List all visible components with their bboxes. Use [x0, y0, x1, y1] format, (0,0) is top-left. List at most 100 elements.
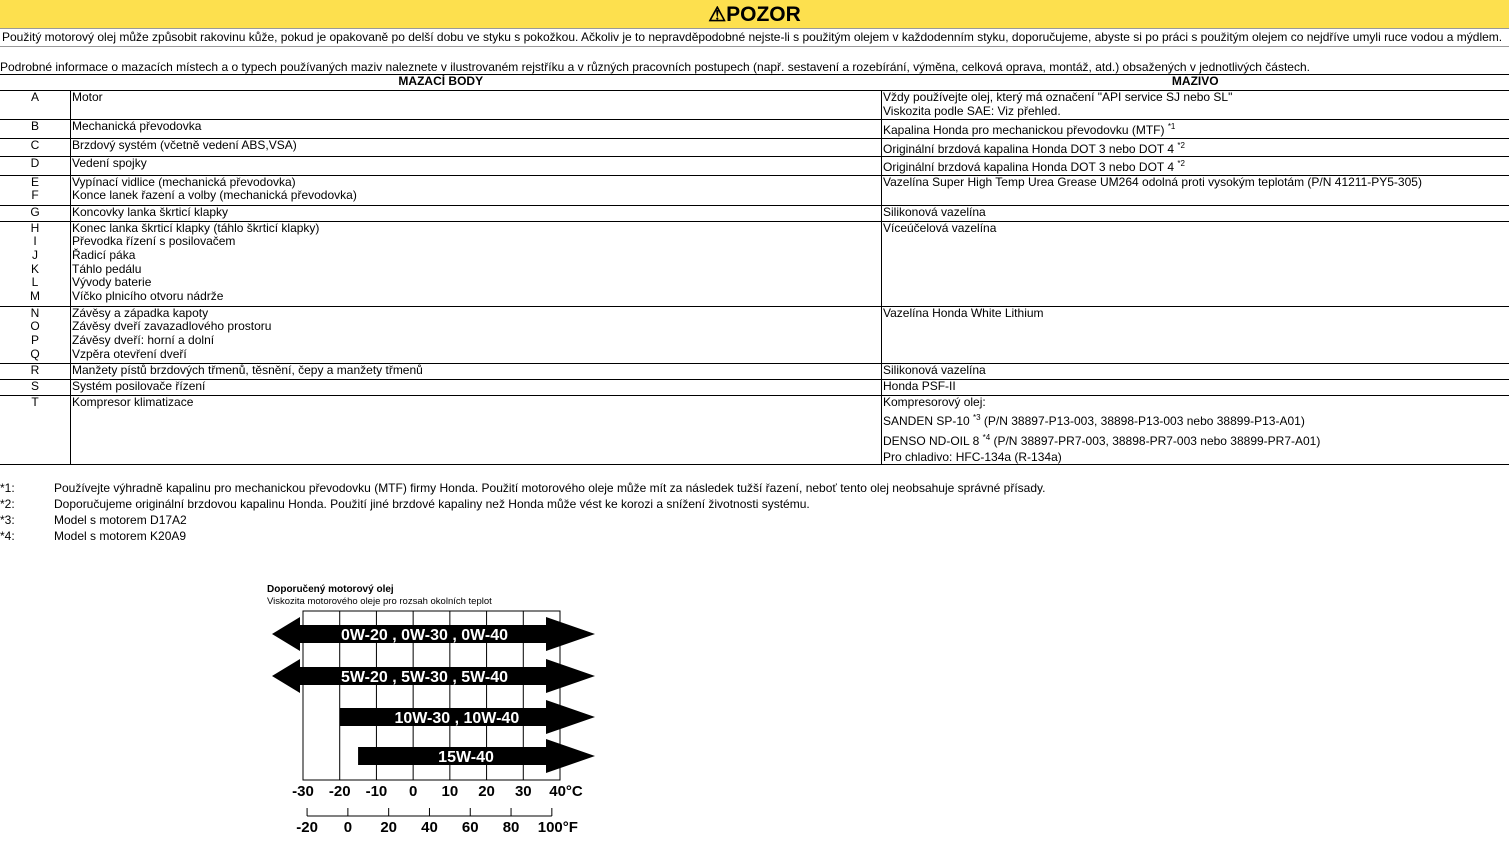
lubrication-point: Vývody baterie [72, 275, 152, 290]
chart-subtitle: Viskozita motorového oleje pro rozsah ok… [267, 596, 492, 607]
footnote: *4: Model s motorem K20A9 [0, 528, 1045, 544]
row-points: Konec lanka škrticí klapky (táhlo škrtic… [70, 221, 882, 307]
row-codes: R [0, 362, 71, 380]
lubrication-point: Vzpěra otevření dveří [72, 346, 187, 361]
header-lubricant: MAZIVO [881, 74, 1509, 91]
lubricant-text: SANDEN SP-10 [883, 414, 974, 429]
fahrenheit-tick-label: 40 [421, 819, 438, 836]
lubricant-text: Viskozita podle SAE: Viz přehled. [883, 103, 1061, 118]
celsius-tick-label: -30 [292, 783, 314, 800]
row-lubricant: Originální brzdová kapalina Honda DOT 3 … [881, 138, 1509, 158]
intro-text: Podrobné informace o mazacích místech a … [0, 60, 1310, 74]
lubrication-point: Převodka řízení s posilovačem [72, 234, 236, 249]
lubricant-text: Vazelína Honda White Lithium [883, 305, 1044, 320]
row-lubricant: Kompresorový olej: SANDEN SP-10 *3 (P/N 3… [881, 395, 1509, 466]
footnote-text: Model s motorem K20A9 [54, 529, 187, 543]
lubrication-point: Manžety pístů brzdových třmenů, těsnění,… [72, 362, 423, 377]
footnote-ref: *4 [982, 432, 991, 442]
table-row: G Koncovky lanka škrticí klapky Silikonová… [0, 204, 1509, 222]
row-points: Brzdový systém (včetně vedení ABS,VSA) [70, 138, 882, 158]
lubrication-table: MAZACÍ BODY MAZIVO A Motor Vždy používejte… [0, 74, 1509, 466]
lubricant-text: Vždy používejte olej, který má označení … [883, 90, 1233, 104]
banner-title: POZOR [726, 3, 801, 26]
lubricant-line: DENSO ND-OIL 8 *4 (P/N 38897-PR7-003, 38… [883, 431, 1508, 449]
lubricant-text: Silikonová vazelína [883, 362, 986, 377]
code: T [31, 394, 39, 409]
code: D [30, 156, 40, 171]
fahrenheit-tick-label: -20 [296, 819, 318, 836]
footnote-text: Používejte výhradně kapalinu pro mechani… [54, 481, 1046, 495]
lubricant-line: Kapalina Honda pro mechanickou převodovk… [883, 120, 1508, 138]
lubricant-line: Originální brzdová kapalina Honda DOT 3 … [883, 139, 1508, 157]
lubricant-text: DENSO ND-OIL 8 [883, 433, 983, 448]
code: E [30, 174, 39, 189]
code: L [31, 275, 39, 290]
row-points: Mechanická převodovka [70, 119, 882, 139]
row-points: Závěsy a západka kapoty Závěsy dveří zava… [70, 305, 882, 364]
row-codes: T [0, 394, 71, 466]
footnote-mark: *4: [0, 529, 15, 543]
row-lubricant: Honda PSF-II [881, 379, 1509, 396]
lubricant-text: Víceúčelová vazelína [883, 220, 997, 235]
table-row: E F Vypínací vidlice (mechanická převodovk… [0, 174, 1509, 206]
row-points: Vypínací vidlice (mechanická převodovka)… [70, 174, 882, 206]
footnote-ref: *1 [1167, 122, 1176, 131]
footnote-text: Doporučujeme originální brzdovou kapalin… [54, 497, 810, 511]
table-row: S Systém posilovače řízení Honda PSF-II [0, 378, 1509, 396]
table-row: R Manžety pístů brzdových třmenů, těsnění… [0, 362, 1509, 380]
footnote: *2: Doporučujeme originální brzdovou kapa… [0, 496, 1045, 512]
lubricant-line: Honda PSF-II [883, 379, 1508, 394]
warning-text: Použitý motorový olej může způsobit rako… [0, 29, 1509, 47]
code: Q [30, 346, 40, 361]
header-points: MAZACÍ BODY [0, 74, 882, 91]
oil-grade-label: 0W-20 , 0W-30 , 0W-40 [341, 627, 508, 644]
lubricant-text: Originální brzdová kapalina Honda DOT 3 … [883, 160, 1178, 175]
code: I [33, 234, 37, 249]
lubrication-point: Vypínací vidlice (mechanická převodovka) [72, 174, 296, 189]
lubrication-point: Víčko plnicího otvoru nádrže [72, 288, 224, 303]
code: N [30, 305, 40, 320]
oil-range-arrow [272, 617, 595, 651]
code: K [30, 261, 39, 276]
code: S [30, 378, 39, 393]
warning-banner: ⚠POZOR [0, 0, 1509, 29]
row-lubricant: Víceúčelová vazelína [881, 220, 1509, 307]
row-points: Koncovky lanka škrticí klapky [70, 205, 882, 222]
code: R [30, 362, 40, 377]
code: M [30, 288, 40, 303]
row-codes: A [0, 90, 71, 120]
lubricant-line: Silikonová vazelína [883, 205, 1508, 220]
oil-grade-label: 5W-20 , 5W-30 , 5W-40 [341, 669, 508, 686]
row-points: Vedení spojky [70, 157, 882, 176]
lubricant-text: (P/N 38897-PR7-003, 38898-PR7-003 nebo 3… [990, 433, 1321, 448]
lubricant-line: Kompresorový olej: [883, 395, 1508, 410]
celsius-tick-label: 30 [515, 783, 532, 800]
row-points: Systém posilovače řízení [70, 379, 882, 396]
code: P [30, 332, 39, 347]
lubricant-line: Pro chladivo: HFC-134a (R-134a) [883, 450, 1508, 465]
oil-range-arrow [358, 739, 595, 773]
row-lubricant: Originální brzdová kapalina Honda DOT 3 … [881, 156, 1509, 176]
lubricant-line: Vždy používejte olej, který má označení … [883, 90, 1508, 105]
row-lubricant: Vždy používejte olej, který má označení … [881, 90, 1509, 120]
row-codes: S [0, 378, 71, 396]
lubrication-point: Závěsy dveří zavazadlového prostoru [72, 319, 272, 334]
code: G [30, 204, 40, 219]
lubrication-point: Závěsy dveří: horní a dolní [72, 332, 215, 347]
oil-grade-label: 15W-40 [438, 749, 494, 766]
fahrenheit-tick-label: 20 [380, 819, 397, 836]
code: A [30, 90, 39, 104]
lubrication-point: Závěsy a západka kapoty [72, 305, 209, 320]
code: O [30, 319, 40, 334]
row-codes: B [0, 119, 71, 139]
footnote-ref: *2 [1177, 140, 1185, 150]
row-lubricant: Silikonová vazelína [881, 362, 1509, 380]
lubrication-point: Řadicí páka [72, 247, 136, 262]
footnote-text: Model s motorem D17A2 [54, 513, 187, 527]
lubrication-point: Konce lanek řazení a volby (mechanická p… [72, 188, 357, 203]
lubricant-text: Originální brzdová kapalina Honda DOT 3 … [883, 141, 1178, 156]
table-row: D Vedení spojky Originální brzdová kapalin… [0, 157, 1509, 176]
footnote-ref: *2 [1177, 159, 1185, 169]
footnote-mark: *2: [0, 497, 15, 511]
code: C [30, 137, 40, 152]
